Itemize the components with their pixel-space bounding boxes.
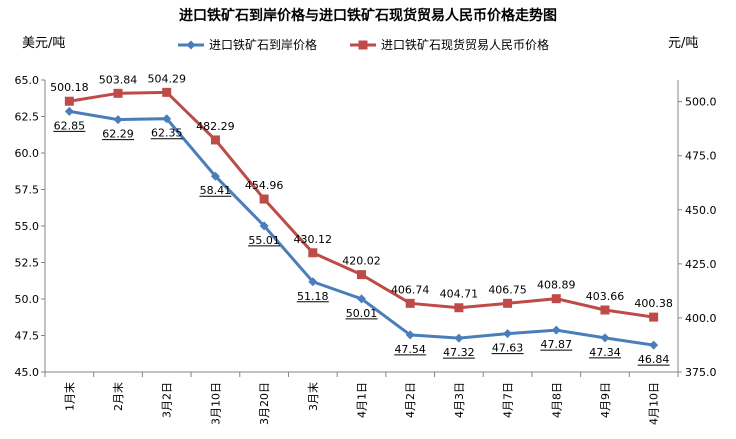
- x-tick-label: 3月2日: [161, 382, 174, 418]
- series-marker-diamond: [600, 333, 610, 343]
- series-marker-diamond: [454, 333, 464, 343]
- axes: 65.0 62.5 60.0 57.5 55.0 52.5 50.0 47.5 45.0 500.…: [15, 74, 717, 425]
- series-marker-diamond: [405, 330, 415, 340]
- data-label: 58.41: [200, 184, 232, 197]
- series-marker-diamond: [649, 340, 659, 350]
- data-label: 400.38: [634, 297, 673, 310]
- data-label: 62.85: [54, 119, 86, 132]
- data-label: 454.96: [245, 179, 284, 192]
- legend: 进口铁矿石到岸价格 进口铁矿石现货贸易人民币价格: [178, 37, 549, 52]
- data-label: 420.02: [342, 255, 381, 268]
- series-marker-diamond: [210, 171, 220, 181]
- data-label: 51.18: [297, 290, 329, 303]
- y-right-tick-label: 500.0: [685, 96, 717, 109]
- series-marker-diamond: [308, 277, 318, 287]
- y-right-tick-label: 375.0: [685, 366, 717, 379]
- series-marker-square: [64, 96, 74, 106]
- series-layer: 62.85 62.29 62.35 58.41 55.01 51.18 50.01 47.54…: [50, 72, 673, 366]
- series-marker-diamond: [551, 325, 561, 335]
- series-marker-diamond: [259, 221, 269, 231]
- y-left-tick-label: 55.0: [15, 220, 40, 233]
- data-label: 47.54: [394, 343, 426, 356]
- data-label: 62.35: [151, 127, 183, 140]
- series-marker-square: [113, 88, 123, 98]
- y-left-tick-label: 47.5: [15, 330, 40, 343]
- x-tick-label: 1月末: [62, 382, 76, 411]
- data-label: 482.29: [196, 120, 235, 133]
- series-marker-square: [162, 87, 172, 97]
- y-right-tick-label: 400.0: [685, 312, 717, 325]
- y-left-tick-label: 62.5: [15, 111, 40, 124]
- data-label: 500.18: [50, 81, 89, 94]
- series-marker-diamond: [162, 114, 172, 124]
- data-label: 430.12: [294, 233, 333, 246]
- x-tick-label: 4月7日: [502, 382, 515, 418]
- series-marker-square: [503, 298, 513, 308]
- legend-label: 进口铁矿石到岸价格: [209, 37, 317, 52]
- y-left-tick-label: 52.5: [15, 257, 40, 270]
- y-right-tick-label: 475.0: [685, 150, 717, 163]
- series-marker-square: [210, 135, 220, 145]
- x-tick-label: 4月10日: [648, 382, 661, 425]
- data-label: 404.71: [440, 288, 479, 301]
- data-label: 47.34: [589, 346, 621, 359]
- series-marker-square: [649, 312, 659, 322]
- x-tick-label: 3月10日: [209, 382, 222, 425]
- y-left-tick-label: 65.0: [15, 74, 40, 87]
- y-left-tick-label: 60.0: [15, 147, 40, 160]
- y-right-tick-label: 450.0: [685, 204, 717, 217]
- y-left-tick-label: 50.0: [15, 293, 40, 306]
- series-marker-diamond: [503, 329, 513, 339]
- chart-title: 进口铁矿石到岸价格与进口铁矿石现货贸易人民币价格走势图: [179, 7, 557, 24]
- data-label: 46.84: [638, 353, 670, 366]
- x-tick-label: 4月8日: [550, 382, 563, 418]
- data-label: 47.32: [443, 346, 475, 359]
- x-tick-label: 3月末: [306, 382, 320, 411]
- legend-marker-square: [358, 40, 368, 50]
- x-tick-label: 4月9日: [599, 382, 612, 418]
- data-label: 50.01: [346, 307, 378, 320]
- series-marker-square: [600, 305, 610, 315]
- data-label: 408.89: [537, 279, 576, 292]
- y-left-tick-label: 57.5: [15, 184, 40, 197]
- x-tick-label: 4月1日: [356, 382, 369, 418]
- y-left-tick-label: 45.0: [15, 366, 40, 379]
- series-marker-square: [405, 298, 415, 308]
- x-tick-label: 3月20日: [258, 382, 271, 425]
- data-label: 47.87: [541, 338, 573, 351]
- x-tick-label: 4月2日: [404, 382, 417, 418]
- x-tick-label: 4月3日: [453, 382, 466, 418]
- series-marker-diamond: [64, 106, 74, 116]
- series-marker-square: [551, 294, 561, 304]
- series-marker-diamond: [357, 294, 366, 304]
- data-label: 403.66: [586, 290, 625, 303]
- y-right-tick-label: 425.0: [685, 258, 717, 271]
- data-label: 406.74: [391, 283, 430, 296]
- data-label: 406.75: [488, 283, 527, 296]
- legend-label: 进口铁矿石现货贸易人民币价格: [381, 37, 549, 52]
- data-label: 503.84: [99, 73, 138, 86]
- legend-marker-diamond: [186, 40, 196, 50]
- data-label: 504.29: [147, 72, 186, 85]
- x-tick-label: 2月末: [111, 382, 125, 411]
- data-label: 62.29: [102, 128, 134, 141]
- series-marker-diamond: [113, 115, 123, 125]
- series-marker-square: [259, 194, 269, 204]
- data-label: 55.01: [248, 234, 280, 247]
- series-marker-square: [357, 270, 366, 280]
- y-left-unit: 美元/吨: [22, 36, 65, 51]
- y-right-unit: 元/吨: [668, 36, 698, 51]
- series-marker-square: [308, 248, 318, 258]
- series-marker-square: [454, 303, 464, 313]
- data-label: 47.63: [492, 342, 524, 355]
